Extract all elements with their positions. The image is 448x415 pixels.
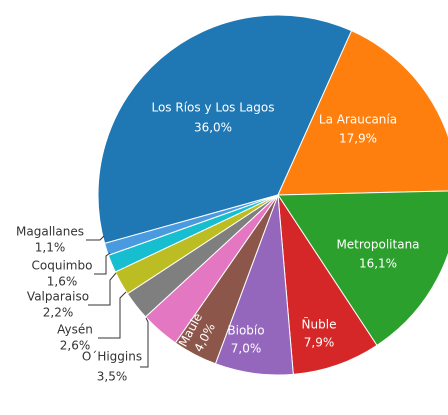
leader-line [86,235,105,241]
pie-slice [97,14,353,245]
slice-label: Ñuble [302,317,337,332]
slice-label: La Araucanía [319,113,397,127]
slice-value-label: 1,6% [47,275,78,289]
slice-label: Valparaiso [27,290,89,304]
slice-label: Magallanes [16,225,84,239]
slice-value-label: 1,1% [35,241,66,255]
pie-slice [104,194,279,256]
slice-value-label: 2,6% [60,339,91,353]
slice-value-label: 2,2% [43,306,74,320]
slice-value-label: 16,1% [359,257,397,271]
slice-value-label: 7,9% [304,336,335,350]
leader-line [98,291,127,339]
slice-label: O´Higgins [82,350,142,364]
slice-value-label: 7,0% [231,342,262,356]
slice-label: Coquimbo [32,259,93,273]
slice-label: Aysén [57,323,93,337]
slice-value-label: 36,0% [194,121,232,135]
leader-line [94,252,111,275]
slice-label: Biobío [227,324,264,338]
slice-value-label: 17,9% [339,132,377,146]
slice-label: Los Ríos y Los Lagos [151,101,274,115]
leader-line [140,317,149,368]
pie-slice [277,190,448,347]
slice-label: Metropolitana [336,238,419,252]
slice-value-label: 3,5% [97,370,128,384]
leader-line [88,272,117,306]
pie-slice [277,30,448,196]
